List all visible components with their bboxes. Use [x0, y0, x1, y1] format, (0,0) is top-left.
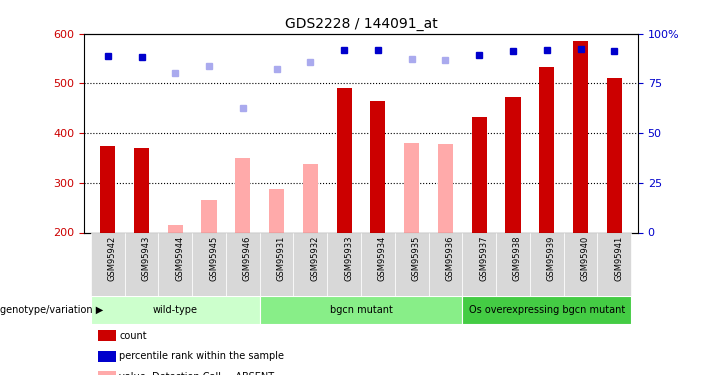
- Bar: [336, 88, 352, 232]
- Bar: [192, 232, 226, 296]
- Bar: [564, 232, 597, 296]
- Bar: [259, 232, 294, 296]
- Text: GSM95941: GSM95941: [614, 236, 623, 281]
- Text: GSM95940: GSM95940: [580, 236, 590, 281]
- Bar: [496, 232, 530, 296]
- Bar: [370, 101, 386, 232]
- Text: GSM95944: GSM95944: [175, 236, 184, 281]
- Bar: [168, 225, 183, 232]
- Text: genotype/variation ▶: genotype/variation ▶: [0, 305, 103, 315]
- Bar: [100, 146, 116, 232]
- Bar: [463, 232, 496, 296]
- Bar: [597, 232, 631, 296]
- Bar: [606, 78, 622, 232]
- Text: GSM95934: GSM95934: [378, 236, 387, 281]
- Bar: [259, 296, 463, 324]
- Text: bgcn mutant: bgcn mutant: [329, 305, 393, 315]
- Bar: [395, 232, 428, 296]
- Text: count: count: [119, 331, 147, 340]
- Bar: [201, 200, 217, 232]
- Bar: [134, 148, 149, 232]
- Text: GSM95937: GSM95937: [479, 236, 488, 281]
- Text: GSM95932: GSM95932: [311, 236, 320, 281]
- Bar: [294, 232, 327, 296]
- Bar: [463, 296, 631, 324]
- Text: GSM95935: GSM95935: [411, 236, 421, 281]
- Bar: [428, 232, 463, 296]
- Bar: [158, 232, 192, 296]
- Text: GSM95939: GSM95939: [547, 236, 556, 281]
- Bar: [438, 144, 453, 232]
- Text: wild-type: wild-type: [153, 305, 198, 315]
- Text: GSM95946: GSM95946: [243, 236, 252, 281]
- Text: GSM95933: GSM95933: [344, 236, 353, 281]
- Text: GSM95943: GSM95943: [142, 236, 151, 281]
- Text: GSM95936: GSM95936: [445, 236, 454, 281]
- Text: GSM95938: GSM95938: [513, 236, 522, 281]
- Text: GSM95931: GSM95931: [277, 236, 285, 281]
- Bar: [91, 232, 125, 296]
- Bar: [125, 232, 158, 296]
- Text: GSM95945: GSM95945: [209, 236, 218, 281]
- Bar: [539, 67, 554, 232]
- Bar: [303, 164, 318, 232]
- Text: GSM95942: GSM95942: [108, 236, 117, 281]
- Text: value, Detection Call = ABSENT: value, Detection Call = ABSENT: [119, 372, 274, 375]
- Title: GDS2228 / 144091_at: GDS2228 / 144091_at: [285, 17, 437, 32]
- Bar: [361, 232, 395, 296]
- Bar: [236, 158, 250, 232]
- Bar: [505, 97, 521, 232]
- Text: Os overexpressing bgcn mutant: Os overexpressing bgcn mutant: [468, 305, 625, 315]
- Text: percentile rank within the sample: percentile rank within the sample: [119, 351, 284, 361]
- Bar: [573, 41, 588, 232]
- Bar: [327, 232, 361, 296]
- Bar: [530, 232, 564, 296]
- Bar: [404, 143, 419, 232]
- Bar: [91, 296, 259, 324]
- Bar: [226, 232, 259, 296]
- Bar: [472, 117, 486, 232]
- Bar: [269, 189, 284, 232]
